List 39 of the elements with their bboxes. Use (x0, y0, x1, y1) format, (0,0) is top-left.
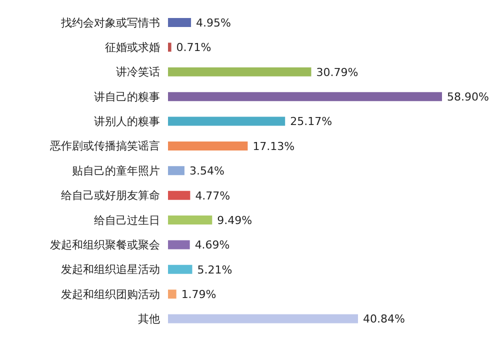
bar (168, 67, 312, 76)
bar (168, 92, 442, 102)
bar (168, 314, 358, 324)
y-tick-label: 发起和组织追星活动 (61, 263, 160, 276)
bar (168, 116, 286, 126)
data-label: 17.13% (252, 140, 295, 153)
data-label: 40.84% (362, 312, 405, 326)
y-tick-label: 贴自己的童年照片 (72, 164, 160, 178)
y-tick-label: 其他 (138, 312, 160, 326)
y-tick-label: 给自己过生日 (94, 214, 160, 227)
data-label: 9.49% (217, 214, 252, 227)
y-tick-label: 讲自己的糗事 (94, 90, 160, 104)
data-label: 30.79% (316, 66, 358, 79)
data-label: 4.95% (196, 16, 231, 30)
bar (168, 42, 172, 52)
bar (168, 264, 192, 274)
bar (168, 166, 184, 176)
y-tick-label: 发起和组织团购活动 (61, 288, 160, 301)
bar (168, 190, 190, 200)
bar (168, 18, 192, 27)
bar (168, 290, 176, 299)
y-tick-label: 征婚或求婚 (105, 40, 160, 54)
y-tick-label: 找约会对象或写情书 (60, 16, 160, 30)
data-label: 5.21% (197, 263, 232, 276)
data-label: 3.54% (189, 164, 224, 178)
y-tick-label: 发起和组织聚餐或聚会 (50, 238, 160, 252)
data-label: 58.90% (447, 90, 489, 104)
y-tick-label: 给自己或好朋友算命 (61, 189, 160, 202)
data-label: 1.79% (181, 288, 216, 302)
data-label: 25.17% (290, 115, 332, 128)
data-label: 4.77% (195, 189, 230, 202)
y-tick-label: 讲冷笑话 (116, 66, 160, 79)
bar (168, 216, 212, 225)
data-label: 4.69% (194, 238, 230, 252)
bar (168, 141, 248, 150)
data-label: 0.71% (176, 41, 212, 54)
y-tick-label: 讲别人的糗事 (94, 115, 160, 128)
bar (168, 240, 190, 250)
y-tick-label: 恶作剧或传播搞笑谣言 (49, 140, 160, 153)
